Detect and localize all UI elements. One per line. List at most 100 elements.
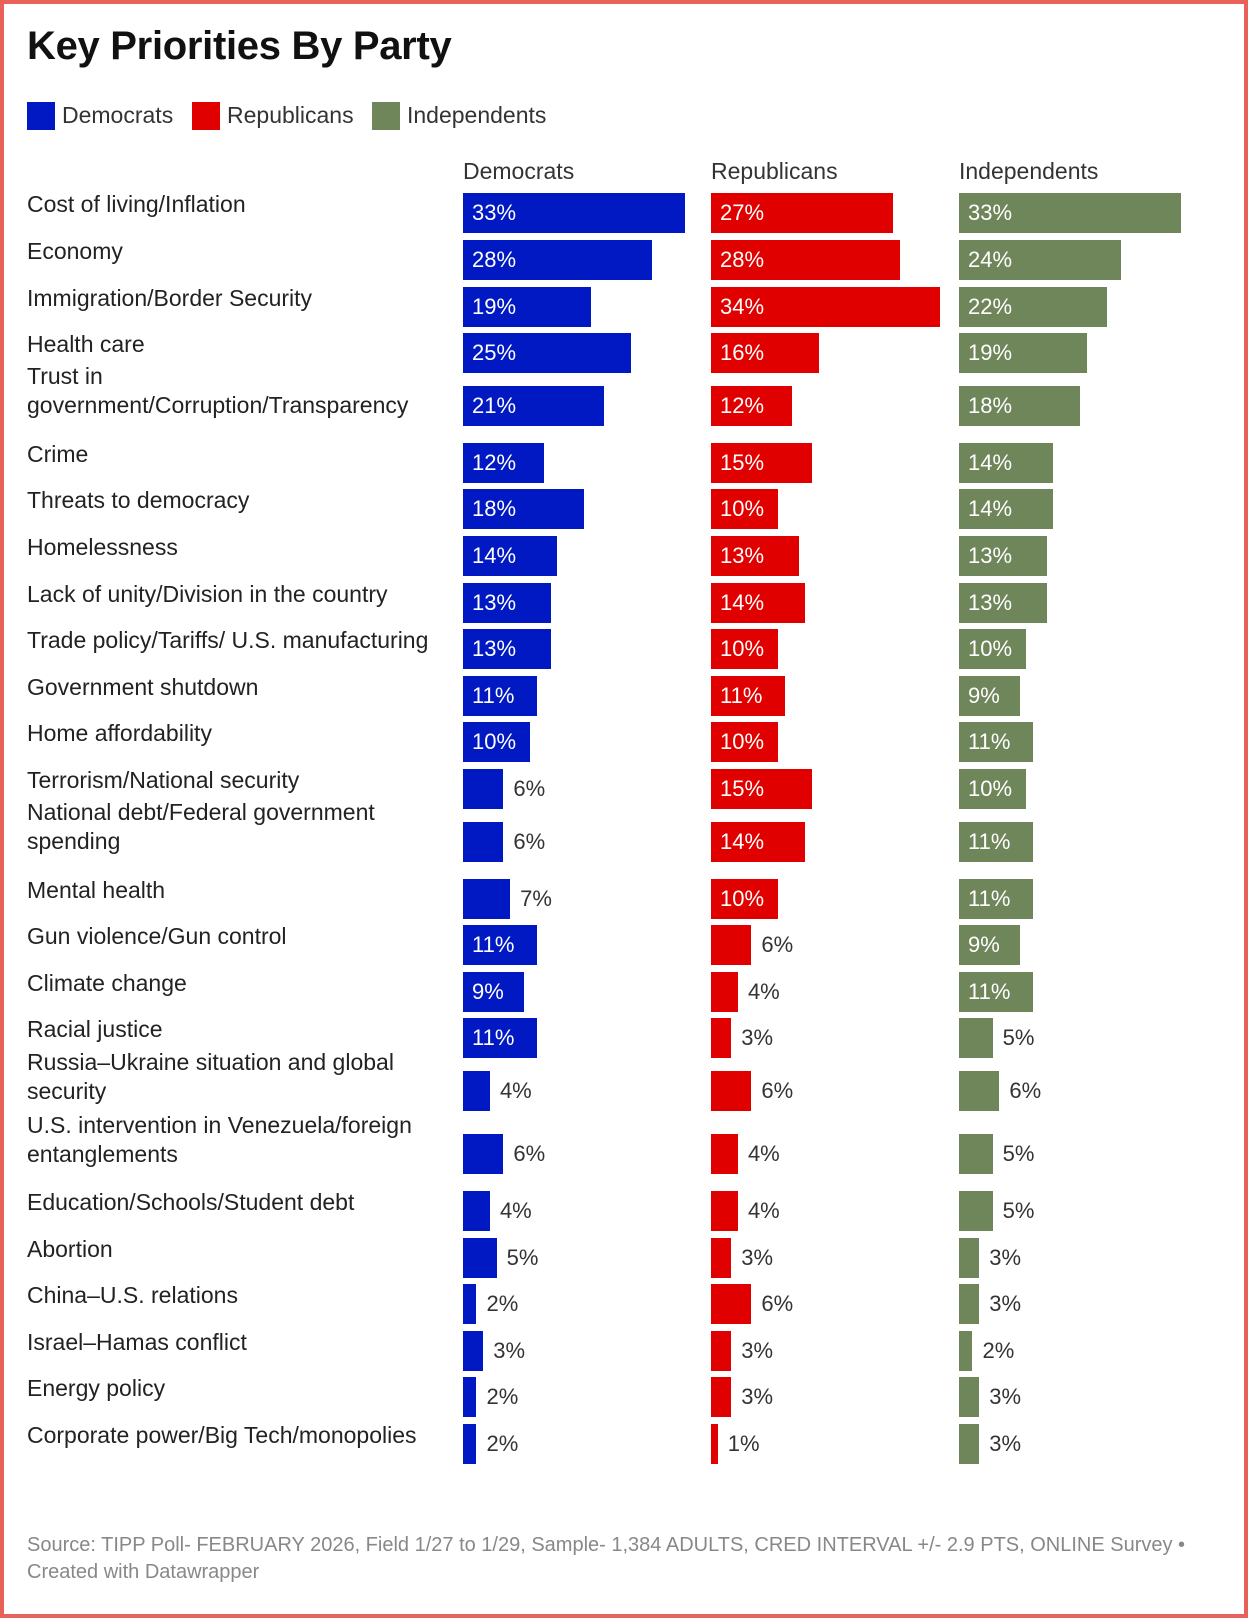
bar-value-label: 7% (520, 885, 552, 911)
bar-democrats (463, 1071, 490, 1112)
bar-democrats (463, 722, 531, 763)
bar-value-label: 3% (989, 1291, 1021, 1317)
bar-value-label: 11% (472, 932, 515, 958)
bar-democrats (463, 878, 511, 919)
bar-republicans (711, 1284, 752, 1325)
bar-value-label: 6% (761, 932, 794, 958)
bar-value-label: 4% (747, 1197, 780, 1223)
category-label: Climate change (27, 969, 187, 996)
bar-value-label: 25% (472, 340, 517, 366)
category-label: Racial justice (27, 1016, 163, 1043)
bar-democrats (463, 1284, 477, 1325)
bar-value-label: 3% (989, 1384, 1021, 1410)
bar-republicans (711, 333, 819, 374)
bar-value-label: 13% (472, 636, 517, 662)
source-footer: Source: TIPP Poll- FEBRUARY 2026, Field … (27, 1534, 1186, 1583)
bar-value-label: 12% (720, 392, 765, 418)
category-label: National debt/Federal government spendin… (27, 799, 375, 855)
bar-democrats (463, 821, 504, 862)
bar-chart: Democrats Republicans Independents Cost of … (4, 4, 1244, 1614)
bar-value-label: 33% (968, 200, 1013, 226)
bar-republicans (711, 1377, 732, 1418)
bar-republicans (711, 193, 893, 234)
category-label: China–U.S. relations (27, 1282, 238, 1309)
bar-democrats (463, 768, 504, 809)
bar-independents (959, 1018, 993, 1059)
category-label: Home affordability (27, 720, 212, 747)
bar-independents (959, 722, 1034, 763)
bar-democrats (463, 286, 591, 327)
bar-republicans (711, 1071, 752, 1112)
bar-independents (959, 1423, 980, 1464)
bar-independents (959, 193, 1182, 234)
bar-democrats (463, 1134, 504, 1175)
bar-democrats (463, 582, 551, 623)
category-label: Russia–Ukraine situation and global secu… (27, 1048, 394, 1104)
bar-republicans (711, 675, 786, 716)
bar-value-label: 6% (513, 775, 546, 801)
category-label: Terrorism/National security (27, 766, 300, 793)
category-label: Immigration/Border Security (27, 284, 313, 311)
bar-value-label: 9% (968, 932, 1000, 958)
bar-value-label: 3% (741, 1384, 773, 1410)
bar-value-label: 14% (968, 496, 1013, 522)
bar-value-label: 3% (493, 1337, 525, 1363)
bar-independents (959, 821, 1034, 862)
bar-democrats (463, 629, 551, 670)
bar-democrats (463, 239, 652, 280)
bar-independents (959, 239, 1121, 280)
bar-democrats (463, 925, 538, 966)
bar-value-label: 3% (741, 1025, 773, 1051)
bar-independents (959, 675, 1020, 716)
bar-independents (959, 1134, 993, 1175)
bar-democrats (463, 971, 524, 1012)
bar-value-label: 10% (720, 636, 765, 662)
bar-republicans (711, 239, 900, 280)
bar-republicans (711, 878, 779, 919)
bar-value-label: 5% (1002, 1025, 1035, 1051)
bar-value-label: 10% (472, 729, 517, 755)
bar-republicans (711, 768, 813, 809)
legend-label-republicans: Republicans (227, 102, 354, 128)
bar-democrats (463, 442, 544, 483)
bar-democrats (463, 535, 558, 576)
bar-republicans (711, 971, 738, 1012)
bar-value-label: 3% (741, 1337, 773, 1363)
bar-value-label: 15% (720, 449, 765, 475)
bar-value-label: 27% (720, 200, 765, 226)
category-label: Trust in government/Corruption/Transpare… (27, 363, 409, 419)
bar-value-label: 28% (720, 246, 765, 272)
bar-value-label: 1% (727, 1430, 760, 1456)
bar-republicans (711, 1018, 732, 1059)
legend-label-democrats: Democrats (62, 102, 174, 128)
bar-value-label: 5% (506, 1244, 539, 1270)
bar-value-label: 2% (486, 1430, 519, 1456)
bar-value-label: 22% (968, 293, 1013, 319)
category-label: Health care (27, 331, 145, 358)
bar-democrats (463, 193, 686, 234)
bar-value-label: 14% (472, 542, 517, 568)
bar-democrats (463, 333, 632, 374)
category-label: Trade policy/Tariffs/ U.S. manufacturing (27, 627, 429, 654)
bar-value-label: 6% (513, 1141, 546, 1167)
legend-swatch-republicans (192, 102, 220, 130)
bar-value-label: 5% (1002, 1197, 1035, 1223)
category-label: Education/Schools/Student debt (27, 1188, 355, 1215)
category-label: Cost of living/Inflation (27, 191, 246, 218)
bar-value-label: 14% (720, 828, 765, 854)
bar-independents (959, 1190, 993, 1231)
bar-republicans (711, 1134, 738, 1175)
bar-value-label: 13% (472, 589, 517, 615)
bar-value-label: 24% (968, 246, 1013, 272)
bar-value-label: 13% (968, 589, 1013, 615)
bar-republicans (711, 722, 779, 763)
bar-value-label: 4% (499, 1078, 532, 1104)
bar-value-label: 9% (968, 682, 1000, 708)
bar-value-label: 33% (472, 200, 517, 226)
bar-value-label: 10% (720, 729, 765, 755)
bar-democrats (463, 1423, 477, 1464)
category-label: Government shutdown (27, 673, 259, 700)
bar-republicans (711, 1330, 732, 1371)
bar-republicans (711, 489, 779, 530)
bar-democrats (463, 1377, 477, 1418)
